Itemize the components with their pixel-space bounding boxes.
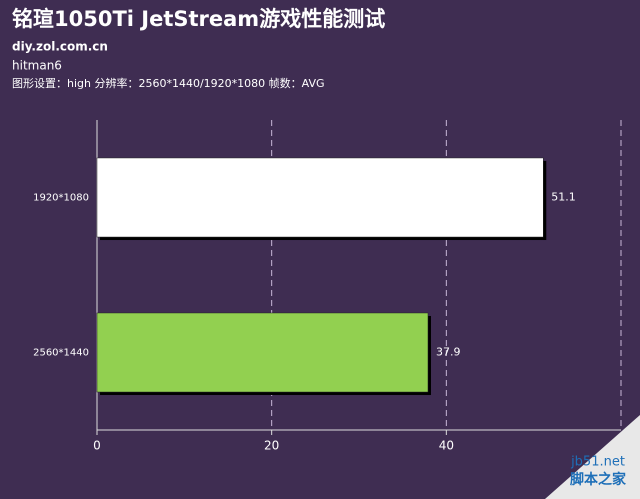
x-tick-label: 0 [93, 439, 101, 453]
subtitle: diy.zol.com.cn [12, 40, 108, 54]
x-tick-label: 20 [264, 439, 279, 453]
value-label: 51.1 [551, 191, 576, 204]
x-tick-label: 40 [439, 439, 454, 453]
bar [96, 312, 429, 393]
subtitle: 图形设置：high 分辨率：2560*1440/1920*1080 帧数：AVG [12, 76, 325, 90]
y-tick-label: 1920*1080 [33, 193, 89, 204]
value-label: 37.9 [436, 346, 461, 359]
chart-title: 铭瑄1050Ti JetStream游戏性能测试 [12, 7, 385, 31]
y-tick-label: 2560*1440 [33, 348, 89, 359]
watermark-site: jb51.net [570, 455, 625, 470]
bar [96, 157, 544, 238]
watermark-name: 脚本之家 [570, 471, 627, 488]
subtitle: hitman6 [12, 59, 62, 73]
watermark-corner [545, 415, 640, 499]
